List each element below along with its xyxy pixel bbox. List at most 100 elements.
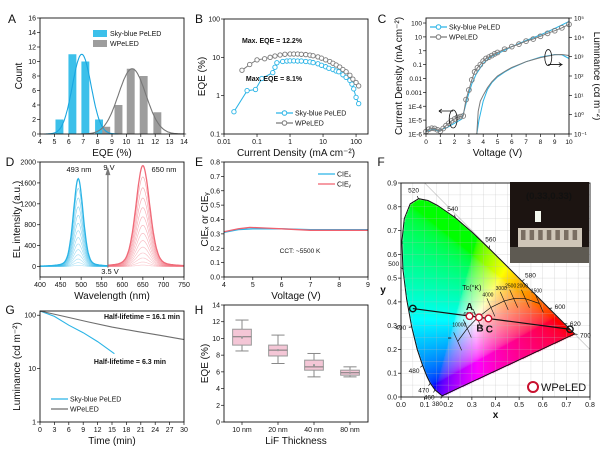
luminance-curve — [476, 53, 570, 135]
max-eqe-annotation: Max. EQE = 8.1% — [246, 76, 303, 83]
arrow-left-icon — [438, 108, 454, 114]
data-point — [282, 51, 288, 57]
wavelength-tick — [433, 389, 436, 393]
data-point — [440, 125, 447, 132]
x-tick-label: 12 — [151, 139, 159, 146]
photo-holder-slot — [546, 230, 552, 240]
x-tick-label: 550 — [96, 282, 108, 289]
data-point — [356, 83, 362, 89]
cct-annotation: CCT: ~5500 K — [280, 248, 321, 255]
y-tick-label: 1 — [418, 48, 422, 55]
histogram-bar — [81, 61, 90, 134]
x-tick-label: 0.4 — [491, 402, 501, 409]
x-tick-label: 8 — [539, 139, 543, 146]
y-tick-label: 0.0 — [210, 275, 220, 282]
data-point — [434, 126, 441, 133]
data-point — [310, 53, 316, 59]
data-point — [298, 51, 304, 57]
x-tick-label: 0.3 — [467, 402, 477, 409]
spectrum-curve — [108, 164, 184, 267]
y-tick-label: 100 — [411, 21, 422, 28]
data-point — [351, 86, 357, 92]
panel-letter: B — [195, 12, 203, 26]
y-tick-label: 4 — [32, 103, 36, 110]
x-tick-label: 3 — [467, 139, 471, 146]
y-tick-label: 0.8 — [387, 204, 397, 211]
legend-label: WPeLED — [295, 121, 324, 128]
data-point — [486, 54, 492, 60]
temperature-label: ∞ — [448, 335, 452, 341]
photo-emitting-pixel — [535, 211, 541, 222]
x-tick-label: 400 — [34, 282, 46, 289]
wavelength-label: 460 — [424, 395, 435, 402]
emitter-point — [566, 325, 574, 334]
y-tick-label: 10 — [28, 366, 36, 373]
x-axis-label: LiF Thickness — [265, 436, 327, 447]
data-point — [310, 59, 316, 66]
legend-label: WPeLED — [449, 35, 478, 42]
x-tick-label: 0.5 — [514, 402, 524, 409]
panel-letter: E — [195, 155, 203, 169]
panel-a-eqe-histogram: A 4 5 6 7 8 9 10 11 12 13 14 0 2 4 6 8 10 12 14 16 EQE (%) Cou… — [8, 12, 188, 159]
y-tick-label: 0.8 — [210, 160, 220, 167]
legend-label: WPeLED — [70, 407, 99, 414]
data-point — [231, 109, 237, 115]
y-tick-label: 0.1 — [413, 62, 422, 69]
y-tick-label: 8 — [32, 74, 36, 81]
x-tick-label: 6 — [67, 427, 71, 434]
x-axis-label: x — [493, 410, 499, 421]
data-point — [460, 113, 467, 119]
legend-marker — [527, 381, 539, 393]
x-tick-label: 27 — [166, 427, 174, 434]
data-point — [457, 113, 464, 120]
voltage-label: 3.5 V — [101, 267, 119, 276]
temperature-label: 4000 — [482, 292, 493, 298]
x-tick-label: 600 — [116, 282, 128, 289]
legend-marker — [281, 120, 288, 126]
box-mean — [313, 364, 315, 367]
temperature-label: 2500 — [505, 284, 516, 290]
y2-tick-label: 10⁵ — [574, 16, 584, 23]
y-tick-label: 2 — [32, 117, 36, 124]
wavelength-tick — [521, 279, 525, 282]
y-tick-label: 10 — [212, 55, 220, 62]
wavelength-tick — [420, 365, 423, 368]
legend-marker — [435, 24, 442, 30]
temperature-label: 1500 — [531, 289, 542, 295]
panel-g-lifetime: G 0 3 6 9 12 15 18 21 24 27 30 1 10 100 Time (min) Lumin… — [5, 303, 188, 447]
legend-label: Sky-blue PeLED — [449, 25, 500, 32]
spectrum-curve — [39, 177, 108, 267]
x-tick-label: 3 — [52, 427, 56, 434]
x-tick-label: 0 — [424, 139, 428, 146]
wavelength-label: 620 — [570, 321, 581, 328]
y-tick-label: 0.2 — [210, 246, 220, 253]
data-point — [466, 87, 472, 93]
x-tick-label: 10 — [565, 139, 573, 146]
panel-letter: H — [195, 303, 204, 317]
x-tick-label: 9 — [366, 282, 370, 289]
y-tick-label: 0.5 — [210, 203, 220, 210]
isotemperature-line — [463, 319, 472, 338]
x-tick-label: 30 — [180, 427, 188, 434]
panel-letter: C — [378, 12, 387, 26]
spectrum-curve — [108, 257, 184, 267]
panel-letter: A — [8, 12, 16, 26]
x-tick-label: 2 — [453, 139, 457, 146]
data-point — [463, 96, 469, 103]
x-tick-label: 9 — [81, 427, 85, 434]
arrow-right-icon — [548, 62, 564, 67]
x-tick-label: 1 — [438, 139, 442, 146]
y-tick-label: 0.0 — [387, 395, 397, 402]
y-tick-label: 100 — [208, 17, 220, 24]
y-tick-label: 0 — [32, 264, 36, 271]
y-tick-label: 8 — [216, 353, 220, 360]
y-tick-label: 14 — [28, 30, 36, 37]
spectrum-curve — [108, 197, 184, 267]
temperature-label: 10000 — [452, 322, 466, 328]
x-tick-label: 10 nm — [232, 427, 252, 434]
panel-letter: D — [6, 155, 15, 169]
x-tick-label: 5 — [496, 139, 500, 146]
x-tick-label: 11 — [137, 139, 144, 146]
